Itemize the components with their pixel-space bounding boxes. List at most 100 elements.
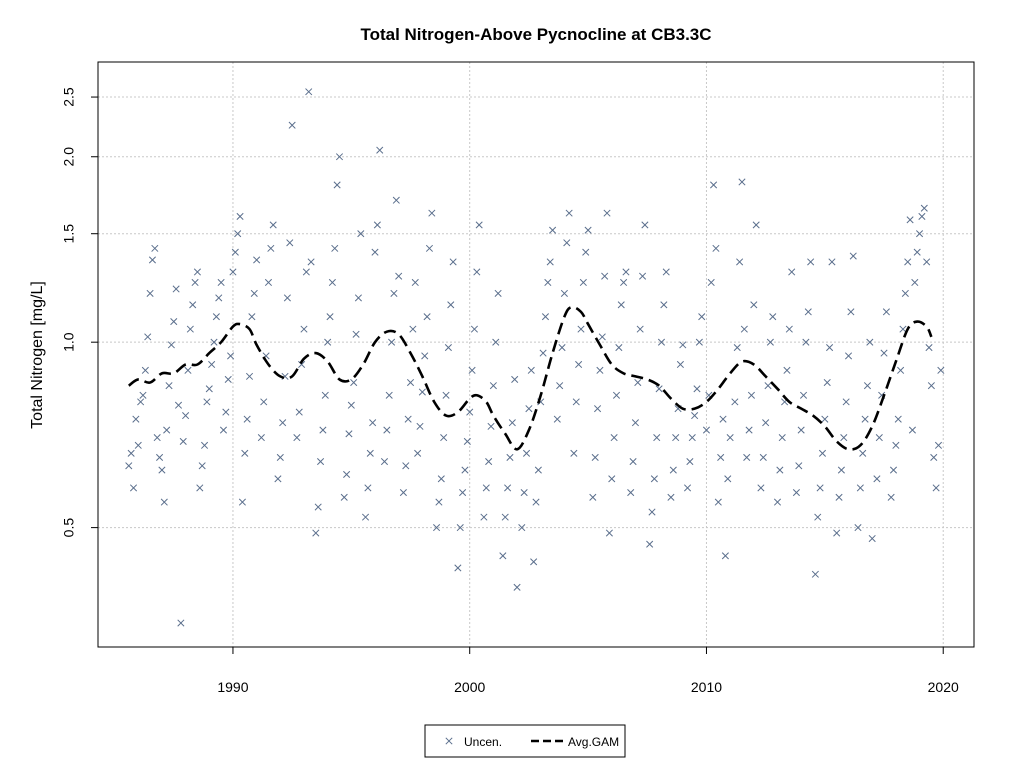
- data-point: [911, 278, 919, 287]
- data-point: [693, 385, 701, 393]
- data-point: [224, 375, 232, 383]
- data-point: [807, 258, 815, 266]
- gam-line: [127, 305, 933, 451]
- data-point: [475, 221, 483, 229]
- data-point: [307, 258, 315, 266]
- data-point: [492, 338, 500, 346]
- data-point: [395, 272, 403, 280]
- data-point: [208, 360, 216, 369]
- data-point: [534, 466, 542, 474]
- data-point: [918, 212, 926, 220]
- data-point: [414, 449, 422, 457]
- data-point: [302, 268, 310, 276]
- data-point: [906, 216, 914, 224]
- data-point: [759, 453, 767, 461]
- data-point: [707, 278, 715, 287]
- data-point: [409, 325, 417, 333]
- data-point: [525, 405, 533, 413]
- data-point: [196, 484, 204, 492]
- data-point: [778, 434, 786, 442]
- data-point: [601, 272, 609, 280]
- data-point: [245, 372, 254, 380]
- data-point: [435, 498, 443, 506]
- data-point: [662, 268, 670, 276]
- data-point: [560, 289, 568, 297]
- data-point: [605, 529, 613, 537]
- data-point: [328, 278, 336, 287]
- data-point: [930, 453, 938, 461]
- data-point: [873, 475, 881, 483]
- data-point: [463, 437, 471, 445]
- data-point: [364, 484, 372, 492]
- data-point: [295, 408, 303, 416]
- data-point: [894, 415, 902, 423]
- data-point: [887, 493, 895, 501]
- data-point: [425, 244, 434, 252]
- data-point: [428, 209, 436, 217]
- data-point: [163, 426, 171, 434]
- data-point: [927, 382, 935, 390]
- data-point: [866, 338, 874, 346]
- data-point: [437, 475, 445, 483]
- data-point: [636, 325, 644, 333]
- data-point: [222, 408, 230, 416]
- data-point: [416, 422, 424, 430]
- data-point: [504, 484, 512, 492]
- legend-label-gam: Avg.GAM: [568, 735, 619, 749]
- data-point: [811, 570, 819, 578]
- data-point: [219, 426, 228, 434]
- y-tick-label: 2.0: [61, 147, 77, 167]
- data-point: [331, 244, 339, 252]
- data-point: [570, 449, 578, 457]
- data-point: [672, 434, 680, 442]
- data-point: [667, 493, 675, 501]
- data-point: [286, 239, 294, 247]
- data-point: [655, 385, 663, 393]
- data-point: [333, 181, 341, 189]
- data-point: [814, 513, 822, 521]
- data-point: [227, 352, 235, 360]
- data-point: [572, 398, 580, 406]
- data-point: [473, 268, 481, 276]
- data-point: [459, 489, 467, 497]
- data-point: [454, 564, 462, 572]
- data-point: [802, 338, 810, 346]
- data-point: [743, 453, 751, 461]
- data-point: [646, 540, 654, 548]
- data-point: [575, 360, 583, 369]
- data-point: [638, 272, 647, 280]
- data-point: [440, 434, 448, 442]
- x-tick-label: 2020: [928, 679, 959, 695]
- data-point: [750, 301, 758, 309]
- data-point: [828, 258, 836, 266]
- data-point: [634, 378, 642, 387]
- data-point: [816, 484, 824, 492]
- data-point: [421, 352, 429, 360]
- data-point: [650, 475, 658, 483]
- data-point: [489, 382, 497, 390]
- data-point: [238, 498, 246, 506]
- data-point: [556, 382, 564, 390]
- data-point: [615, 344, 623, 352]
- data-point: [766, 338, 774, 346]
- data-point: [603, 209, 611, 217]
- data-point: [904, 258, 912, 266]
- data-point: [783, 366, 791, 374]
- data-point: [544, 278, 552, 287]
- data-point: [764, 382, 772, 390]
- data-point: [151, 244, 159, 252]
- data-point: [470, 325, 478, 333]
- data-point: [494, 289, 502, 297]
- data-point: [132, 415, 140, 423]
- data-point: [923, 258, 931, 266]
- data-point: [347, 401, 355, 409]
- data-point: [899, 325, 907, 333]
- data-point: [390, 289, 398, 297]
- data-point: [511, 375, 519, 383]
- data-point: [182, 412, 190, 420]
- data-point: [717, 453, 725, 461]
- data-point: [236, 212, 244, 220]
- data-point: [406, 378, 415, 387]
- data-point: [823, 378, 831, 387]
